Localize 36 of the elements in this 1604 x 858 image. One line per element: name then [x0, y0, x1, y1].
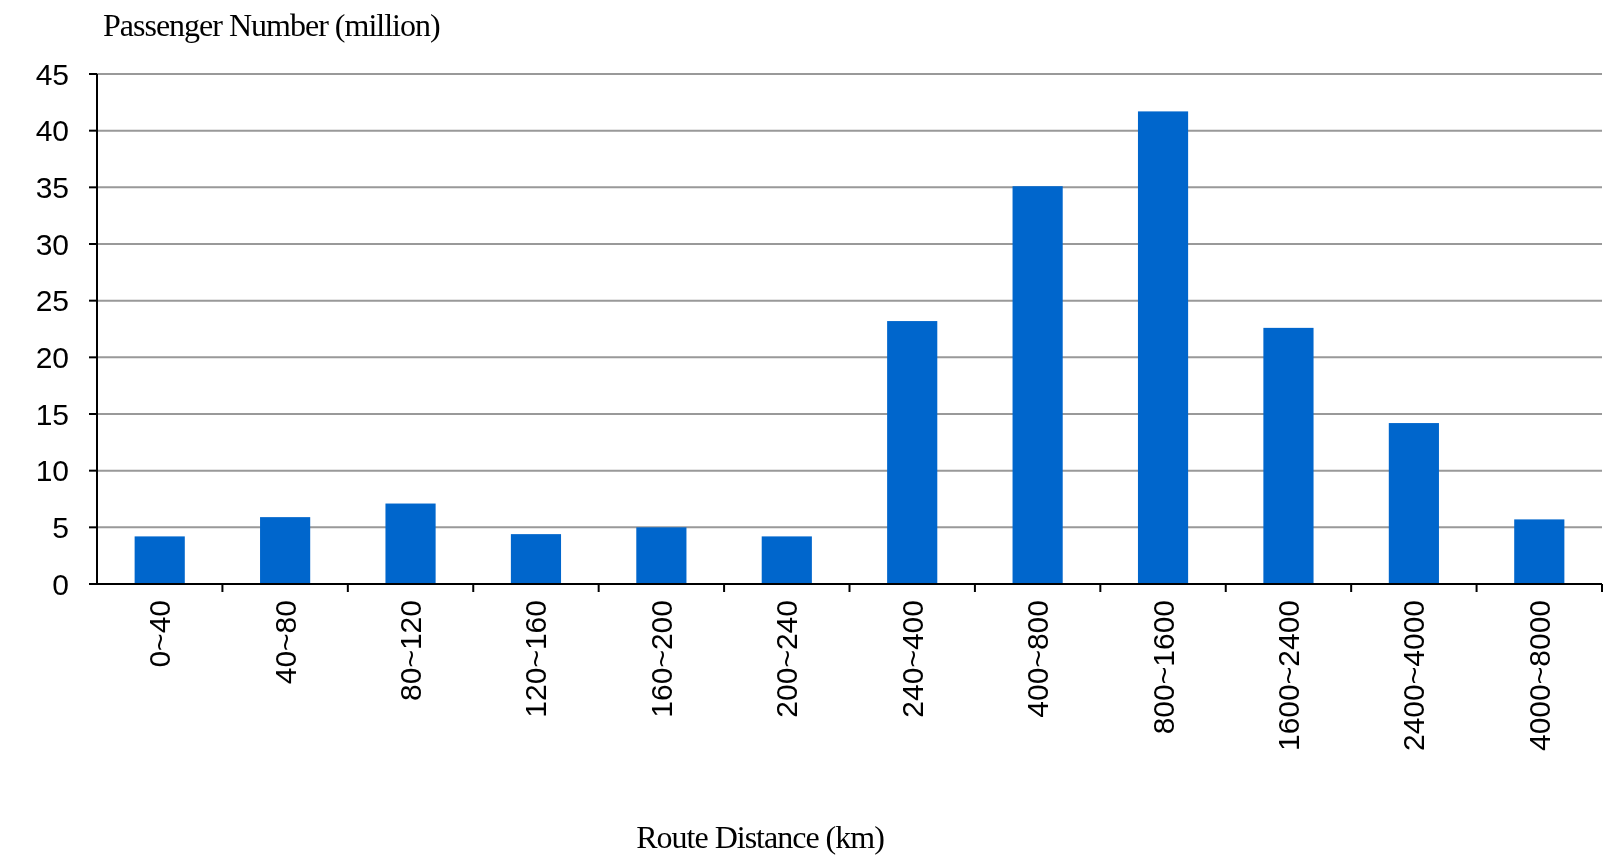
- bar: [761, 536, 812, 584]
- x-tick-label: 160~200: [644, 600, 678, 718]
- y-tick-label: 30: [35, 227, 69, 261]
- y-tick-label: 40: [35, 114, 69, 148]
- y-tick-label: 25: [35, 284, 69, 318]
- y-tick-label: 45: [35, 57, 69, 91]
- x-tick-label: 400~800: [1021, 600, 1055, 718]
- x-tick-label: 80~120: [394, 600, 428, 701]
- x-tick-label: 800~1600: [1146, 600, 1180, 735]
- x-tick-label: 40~80: [268, 600, 302, 685]
- x-tick-label: 2400~4000: [1397, 600, 1431, 751]
- x-tick-label: 4000~8000: [1522, 600, 1556, 751]
- x-tick-label: 0~40: [143, 600, 177, 668]
- bar: [134, 536, 185, 584]
- x-tick-label: 240~400: [895, 600, 929, 718]
- x-tick-label: 120~160: [519, 600, 553, 718]
- bar: [1388, 423, 1439, 584]
- bar: [1137, 111, 1189, 584]
- bar: [636, 527, 687, 584]
- bar: [1263, 327, 1314, 584]
- bar: [1012, 186, 1063, 584]
- y-tick-label: 20: [35, 340, 69, 374]
- y-axis-title: Passenger Number (million): [103, 7, 440, 43]
- y-tick-label: 15: [35, 397, 69, 431]
- x-tick-label: 200~240: [770, 600, 804, 718]
- y-tick-label: 35: [35, 170, 69, 204]
- y-tick-label: 10: [35, 454, 69, 488]
- y-tick-label: 0: [52, 567, 69, 601]
- bar: [510, 534, 562, 584]
- bar: [385, 503, 436, 584]
- y-tick-label: 5: [52, 510, 69, 544]
- bar: [887, 321, 938, 584]
- bar: [1514, 519, 1565, 584]
- x-axis-title: Route Distance (km): [636, 819, 885, 855]
- bar: [260, 517, 311, 584]
- x-tick-label: 1600~2400: [1271, 600, 1305, 751]
